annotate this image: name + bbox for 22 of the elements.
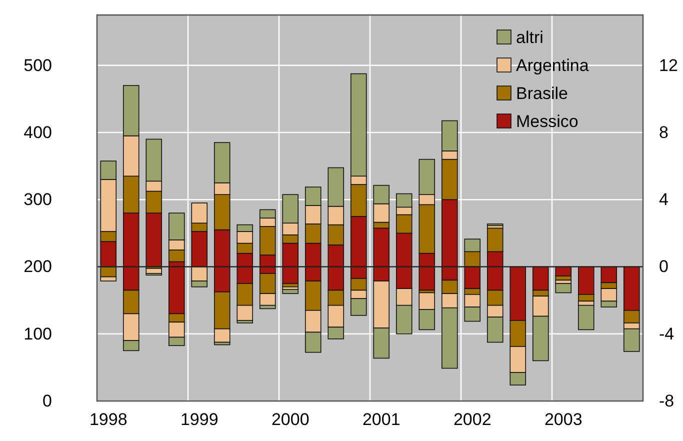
- y2-tick-label: 12: [659, 56, 678, 75]
- x-tick-label: 2003: [544, 410, 582, 430]
- y2-tick-label: 0: [659, 257, 668, 276]
- y2-tick-label: -8: [659, 391, 674, 410]
- y-tick-label: 400: [24, 122, 52, 142]
- y-tick-label: 200: [24, 257, 52, 276]
- y2-tick-label: 8: [659, 122, 668, 142]
- x-tick-label: 1998: [89, 410, 128, 430]
- legend-label: Argentina: [516, 56, 590, 75]
- x-tick-label: 2002: [453, 410, 492, 430]
- y-tick-label: 100: [24, 324, 52, 344]
- legend-label: Messico: [516, 112, 578, 131]
- legend-label: Brasile: [516, 84, 568, 103]
- legend-label: altri: [516, 28, 544, 47]
- y-tick-label: 0: [42, 391, 52, 410]
- x-tick-label: 2000: [271, 410, 310, 430]
- y-tick-label: 500: [24, 56, 52, 75]
- y2-tick-label: 4: [659, 190, 668, 210]
- y-tick-label: 300: [24, 190, 52, 210]
- x-tick-label: 1999: [180, 410, 218, 430]
- x-tick-label: 2001: [362, 410, 400, 430]
- y2-tick-label: -4: [659, 324, 674, 344]
